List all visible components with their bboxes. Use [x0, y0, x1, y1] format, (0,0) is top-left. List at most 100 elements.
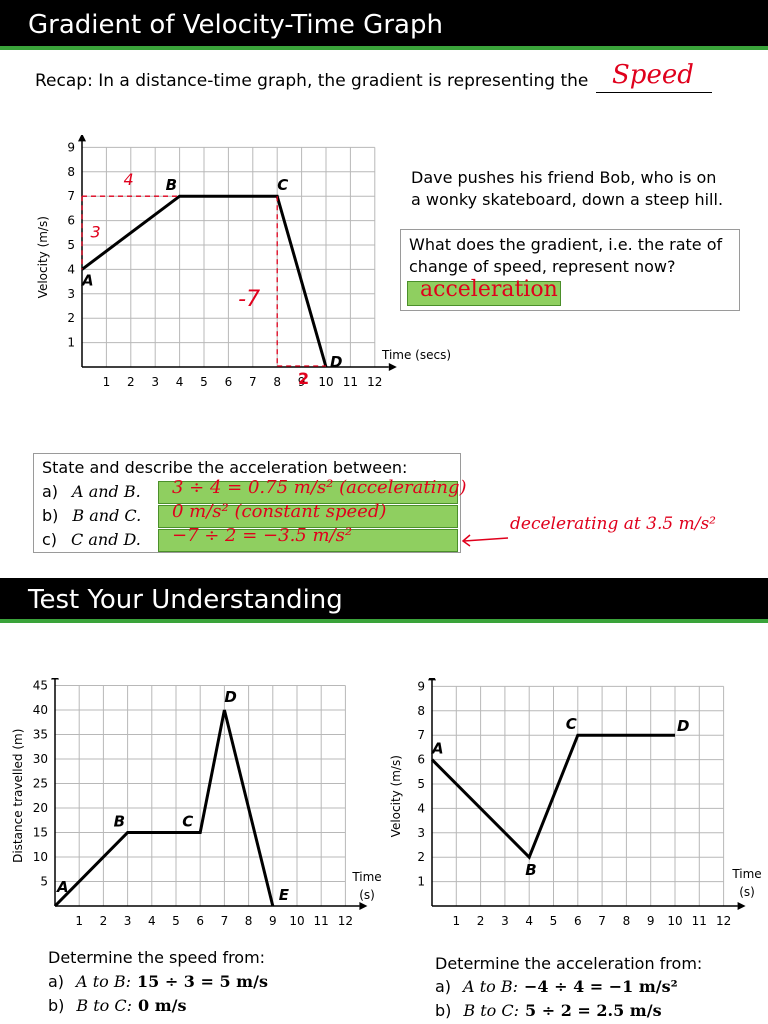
y-tick-label: 7	[417, 728, 425, 742]
point-label: D	[224, 688, 236, 706]
x-tick-label: 5	[550, 914, 558, 928]
x-tick-label: 11	[343, 375, 358, 389]
y-tick-label: 9	[417, 679, 425, 693]
annotation-run-cd: 2	[298, 369, 309, 388]
x-tick-label: 10	[667, 914, 682, 928]
point-label: B	[114, 813, 125, 831]
point-label: A	[431, 740, 444, 758]
state-part: c) C and D.	[42, 529, 141, 551]
x-tick-label: 6	[574, 914, 582, 928]
y-tick-label: 40	[33, 703, 48, 717]
x-tick-label: 12	[338, 914, 353, 928]
part-answer: 0 m/s² (constant speed)	[172, 501, 387, 522]
part-text: B and C.	[72, 506, 142, 525]
x-tick-label: 2	[127, 375, 135, 389]
y-tick-label: 1	[67, 336, 75, 350]
x-tick-label: 2	[100, 914, 108, 928]
part-letter: b)	[42, 506, 59, 525]
answer-route: A to B:	[463, 977, 518, 996]
state-prompt: State and describe the acceleration betw…	[42, 458, 408, 477]
x-tick-label: 10	[318, 375, 333, 389]
recap-blank	[596, 92, 712, 93]
question-answer: acceleration	[420, 277, 558, 302]
y-axis-arrow	[428, 678, 436, 681]
x-axis-label: Time	[351, 870, 381, 884]
section-title: Gradient of Velocity-Time Graph	[28, 10, 443, 40]
section-title-2: Test Your Understanding	[28, 585, 343, 615]
y-tick-label: 1	[417, 875, 425, 889]
y-tick-label: 6	[417, 753, 425, 767]
x-tick-label: 7	[598, 914, 606, 928]
x-tick-label: 5	[200, 375, 208, 389]
recap-answer: Speed	[612, 60, 694, 90]
y-tick-label: 7	[67, 189, 75, 203]
section-title-banner: Gradient of Velocity-Time Graph	[0, 0, 768, 50]
recap-text: Recap: In a distance-time graph, the gra…	[35, 71, 589, 91]
x-axis-label: Time	[731, 867, 761, 881]
answer-row: b) B to C: 0 m/s	[48, 995, 187, 1017]
y-axis-label: Velocity (m/s)	[36, 216, 50, 298]
point-label: C	[182, 813, 193, 831]
x-tick-label: 7	[221, 914, 229, 928]
x-tick-label: 9	[298, 375, 306, 389]
part-answer-box	[158, 529, 458, 552]
x-tick-label: 3	[501, 914, 509, 928]
question-text: What does the gradient, i.e. the rate of…	[409, 235, 723, 276]
y-tick-label: 30	[33, 752, 48, 766]
x-axis-arrow	[359, 902, 368, 910]
series-line	[430, 733, 675, 860]
x-tick-label: 4	[176, 375, 184, 389]
x-tick-label: 6	[225, 375, 233, 389]
answer-route: A to B:	[76, 972, 131, 991]
y-tick-label: 10	[33, 850, 48, 864]
x-tick-label: 11	[314, 914, 329, 928]
x-tick-label: 8	[623, 914, 631, 928]
y-tick-label: 8	[417, 704, 425, 718]
banner-accent-2	[0, 619, 768, 623]
banner-accent	[0, 46, 768, 50]
x-tick-label: 8	[273, 375, 281, 389]
part-answer: −7 ÷ 2 = −3.5 m/s²	[172, 525, 353, 546]
y-tick-label: 15	[33, 826, 48, 840]
x-tick-label: 7	[249, 375, 257, 389]
y-axis-arrow	[51, 678, 59, 680]
state-part: a) A and B.	[42, 481, 141, 503]
section-title-banner-2: Test Your Understanding	[0, 578, 768, 623]
x-axis-arrow	[737, 902, 746, 910]
x-axis-label-unit: (s)	[739, 885, 755, 899]
side-note: decelerating at 3.5 m/s²	[510, 514, 716, 534]
y-tick-label: 3	[417, 826, 425, 840]
x-tick-label: 1	[452, 914, 460, 928]
y-tick-label: 4	[417, 801, 425, 815]
part-text: A and B.	[72, 482, 141, 501]
y-tick-label: 45	[33, 679, 48, 693]
answer-working: 0 m/s	[138, 996, 187, 1015]
y-tick-label: 9	[67, 140, 75, 154]
annotation-rise-ab: 3	[91, 223, 101, 242]
answer-letter: a)	[48, 972, 65, 991]
x-axis-arrow	[388, 363, 397, 371]
y-axis-label: Velocity (m/s)	[389, 755, 403, 837]
point-label: D	[677, 717, 689, 735]
x-tick-label: 8	[245, 914, 253, 928]
answer-letter: b)	[48, 996, 65, 1015]
point-label: E	[279, 886, 290, 904]
x-tick-label: 10	[289, 914, 304, 928]
point-label: A	[56, 878, 69, 896]
x-tick-label: 4	[148, 914, 156, 928]
part-answer: 3 ÷ 4 = 0.75 m/s² (accelerating)	[172, 477, 467, 498]
answer-row: b) B to C: 5 ÷ 2 = 2.5 m/s	[435, 1000, 662, 1022]
y-tick-label: 5	[67, 238, 75, 252]
x-tick-label: 3	[124, 914, 132, 928]
x-tick-label: 2	[477, 914, 485, 928]
y-tick-label: 8	[67, 165, 75, 179]
y-tick-label: 2	[417, 850, 425, 864]
speed-prompt: Determine the speed from:	[48, 948, 266, 967]
answer-row: a) A to B: −4 ÷ 4 = −1 m/s²	[435, 976, 678, 998]
x-tick-label: 12	[367, 375, 382, 389]
answer-working: −4 ÷ 4 = −1 m/s²	[523, 977, 678, 996]
y-tick-label: 25	[33, 777, 48, 791]
x-tick-label: 5	[172, 914, 180, 928]
